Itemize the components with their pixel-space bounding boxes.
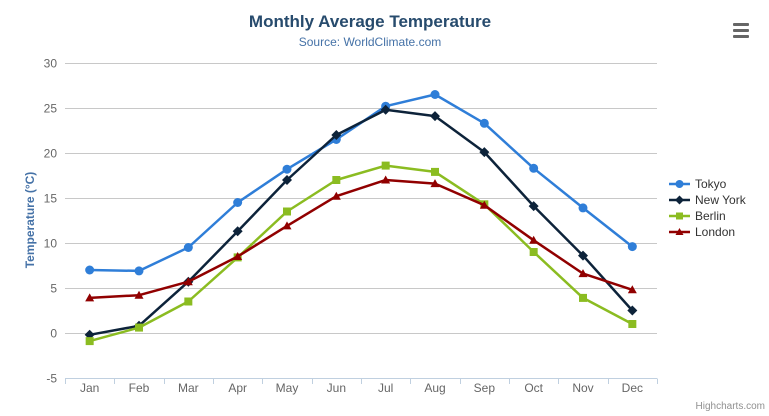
- y-axis-tick-label: 10: [44, 237, 58, 251]
- data-point-marker-berlin[interactable]: [135, 323, 143, 332]
- legend: Tokyo New York Berlin London: [669, 176, 746, 240]
- x-axis-tick-label: Feb: [129, 381, 150, 395]
- data-point-marker-tokyo[interactable]: [85, 265, 95, 275]
- x-axis-tick-label: Apr: [228, 381, 247, 395]
- chart-subtitle: Source: WorldClimate.com: [298, 35, 442, 49]
- chart-title: Monthly Average Temperature: [248, 12, 492, 31]
- data-point-marker-tokyo[interactable]: [282, 164, 292, 174]
- y-axis-tick-label: 0: [50, 327, 57, 341]
- legend-item-tokyo[interactable]: Tokyo: [669, 176, 746, 192]
- legend-item-berlin[interactable]: Berlin: [669, 208, 746, 224]
- x-axis-tick-label: Mar: [178, 381, 199, 395]
- legend-marker-triangle-icon: [669, 228, 690, 235]
- x-axis-tick-label: Jan: [80, 381, 99, 395]
- data-point-marker-new-york[interactable]: [578, 250, 588, 261]
- series-line-berlin: [88, 164, 634, 343]
- data-point-marker-london[interactable]: [627, 285, 637, 294]
- data-point-marker-new-york[interactable]: [528, 201, 539, 212]
- legend-item-london[interactable]: London: [669, 224, 746, 240]
- data-point-marker-new-york[interactable]: [479, 147, 490, 158]
- data-point-marker-berlin[interactable]: [431, 167, 439, 176]
- data-point-marker-new-york[interactable]: [232, 226, 243, 237]
- data-point-marker-london[interactable]: [233, 252, 243, 260]
- data-point-marker-london[interactable]: [331, 191, 341, 200]
- data-point-marker-tokyo[interactable]: [578, 203, 588, 213]
- legend-label: Berlin: [695, 209, 726, 223]
- data-point-marker-london[interactable]: [675, 228, 684, 235]
- data-point-marker-london[interactable]: [578, 269, 588, 278]
- data-point-marker-new-york[interactable]: [331, 130, 342, 140]
- data-point-marker-london[interactable]: [183, 277, 193, 286]
- y-axis-tick-label: 30: [44, 57, 58, 71]
- data-point-marker-london[interactable]: [85, 293, 95, 302]
- y-axis-tick-label: -5: [46, 372, 57, 386]
- legend-label: Tokyo: [695, 177, 727, 191]
- data-point-marker-london[interactable]: [282, 221, 292, 230]
- x-axis-tick-label: Oct: [524, 381, 543, 395]
- x-axis-tick-label: Aug: [424, 381, 445, 395]
- data-point-marker-tokyo[interactable]: [134, 266, 144, 276]
- series-line-tokyo: [88, 93, 634, 273]
- series-line-london: [88, 178, 634, 300]
- data-point-marker-london[interactable]: [430, 179, 440, 188]
- data-point-marker-berlin[interactable]: [676, 212, 683, 220]
- data-point-marker-new-york[interactable]: [380, 104, 391, 115]
- data-point-marker-new-york[interactable]: [430, 111, 440, 122]
- legend-marker-diamond-icon: [669, 195, 690, 205]
- x-axis-tick-label: Jun: [327, 381, 346, 395]
- x-axis-tick-label: May: [276, 381, 299, 395]
- hamburger-icon[interactable]: [733, 23, 749, 38]
- legend-label: London: [695, 225, 736, 239]
- x-axis-tick-label: Nov: [572, 381, 593, 395]
- y-axis-tick-label: 20: [44, 147, 58, 161]
- legend-marker-square-icon: [669, 212, 690, 220]
- legend-label: New York: [695, 193, 746, 207]
- data-point-marker-new-york[interactable]: [627, 305, 638, 316]
- data-point-marker-berlin[interactable]: [184, 297, 193, 306]
- data-point-marker-berlin[interactable]: [529, 248, 538, 256]
- y-axis-tick-label: 25: [44, 102, 58, 116]
- legend-item-new-york[interactable]: New York: [669, 192, 746, 208]
- data-point-marker-new-york[interactable]: [675, 195, 684, 205]
- x-axis-tick-label: Jul: [378, 381, 393, 395]
- data-point-marker-tokyo[interactable]: [479, 118, 489, 128]
- y-axis-tick-label: 15: [44, 192, 58, 206]
- legend-marker-circle-icon: [669, 180, 690, 188]
- data-point-marker-london[interactable]: [381, 175, 391, 184]
- data-point-marker-london[interactable]: [479, 200, 489, 209]
- data-point-marker-berlin[interactable]: [628, 320, 637, 328]
- data-point-marker-tokyo[interactable]: [627, 242, 637, 252]
- data-point-marker-tokyo[interactable]: [183, 243, 193, 252]
- data-point-marker-berlin[interactable]: [579, 293, 587, 302]
- data-point-marker-tokyo[interactable]: [430, 90, 440, 99]
- data-point-marker-berlin[interactable]: [283, 207, 291, 216]
- data-point-marker-tokyo[interactable]: [233, 198, 243, 207]
- data-point-marker-tokyo[interactable]: [675, 180, 684, 188]
- highcharts-credit-link[interactable]: Highcharts.com: [695, 401, 765, 412]
- x-axis-tick-label: Sep: [474, 381, 496, 395]
- data-point-marker-berlin[interactable]: [85, 337, 94, 346]
- x-axis-tick-label: Dec: [622, 381, 643, 395]
- series-line-new-york: [88, 108, 634, 337]
- data-point-marker-berlin[interactable]: [381, 161, 390, 170]
- data-point-marker-london[interactable]: [529, 235, 539, 244]
- data-point-marker-tokyo[interactable]: [529, 163, 539, 173]
- data-point-marker-berlin[interactable]: [332, 176, 341, 184]
- data-point-marker-new-york[interactable]: [282, 175, 292, 185]
- data-point-marker-london[interactable]: [134, 290, 144, 299]
- y-axis-tick-label: 5: [50, 282, 57, 296]
